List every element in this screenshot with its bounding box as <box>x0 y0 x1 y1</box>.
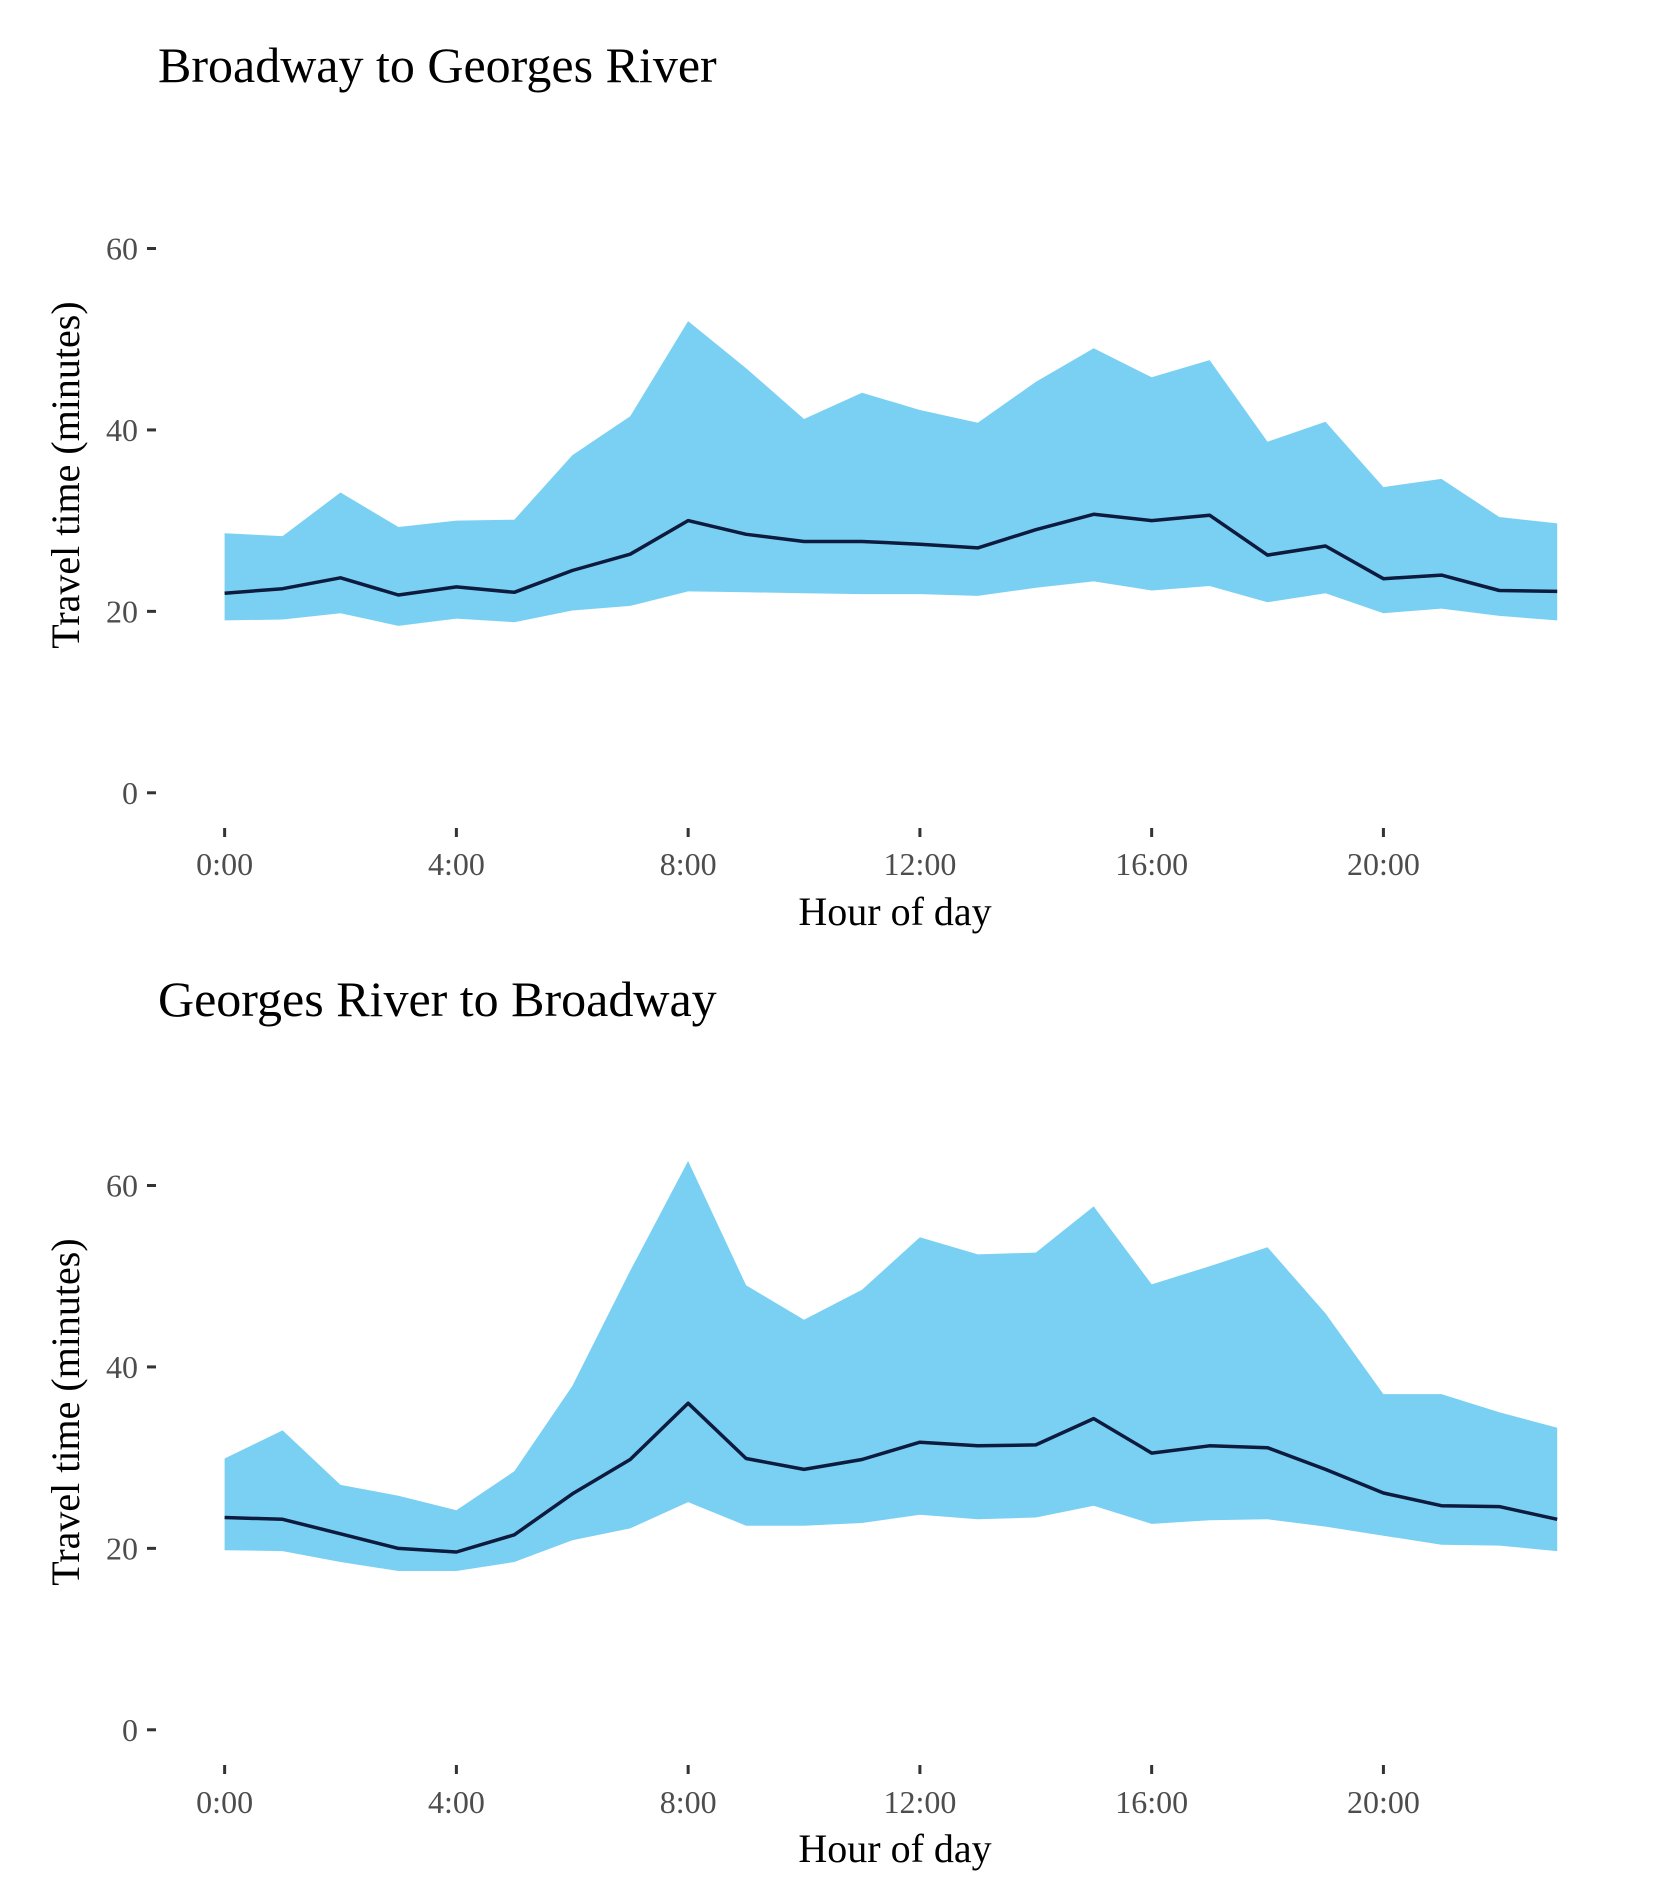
y-tick-label: 60 <box>106 231 138 267</box>
y-axis-title: Travel time (minutes) <box>43 1238 88 1585</box>
chart-title: Broadway to Georges River <box>158 37 717 93</box>
plot-area: 0 20 40 60 0:00 4:00 8:00 12:00 16:00 20:00 <box>106 231 1558 882</box>
x-tick-label: 0:00 <box>196 1784 253 1820</box>
x-tick-label: 12:00 <box>883 1784 956 1820</box>
panel-broadway-to-georges-river: Broadway to Georges River 0 20 40 60 0:00 4:0… <box>43 37 1558 934</box>
y-tick-label: 0 <box>122 1712 138 1748</box>
x-tick-label: 0:00 <box>196 846 253 882</box>
x-tick-label: 16:00 <box>1115 846 1188 882</box>
y-tick-label: 20 <box>106 593 138 629</box>
x-tick-label: 8:00 <box>660 1784 717 1820</box>
y-tick-label: 0 <box>122 775 138 811</box>
plot-area: 0 20 40 60 0:00 4:00 8:00 12:00 16:00 20:00 <box>106 1161 1558 1820</box>
y-tick-label: 20 <box>106 1530 138 1566</box>
x-tick-label: 4:00 <box>428 846 485 882</box>
median-line <box>224 1401 1558 1554</box>
y-tick-label: 40 <box>106 412 138 448</box>
x-tick-label: 8:00 <box>660 846 717 882</box>
x-tick-label: 20:00 <box>1347 846 1420 882</box>
x-tick-label: 4:00 <box>428 1784 485 1820</box>
ribbon-band <box>224 321 1558 626</box>
y-axis-title: Travel time (minutes) <box>43 301 88 648</box>
panel-georges-river-to-broadway: Georges River to Broadway 0 20 40 60 0:00 4:0… <box>43 971 1558 1871</box>
y-tick-label: 60 <box>106 1168 138 1204</box>
y-tick-label: 40 <box>106 1349 138 1385</box>
x-tick-label: 20:00 <box>1347 1784 1420 1820</box>
x-tick-label: 16:00 <box>1115 1784 1188 1820</box>
median-line <box>224 512 1558 597</box>
chart-title: Georges River to Broadway <box>158 971 717 1027</box>
ribbon-band <box>224 1161 1558 1571</box>
x-tick-label: 12:00 <box>883 846 956 882</box>
x-axis-title: Hour of day <box>798 1826 991 1871</box>
x-axis-title: Hour of day <box>798 889 991 934</box>
